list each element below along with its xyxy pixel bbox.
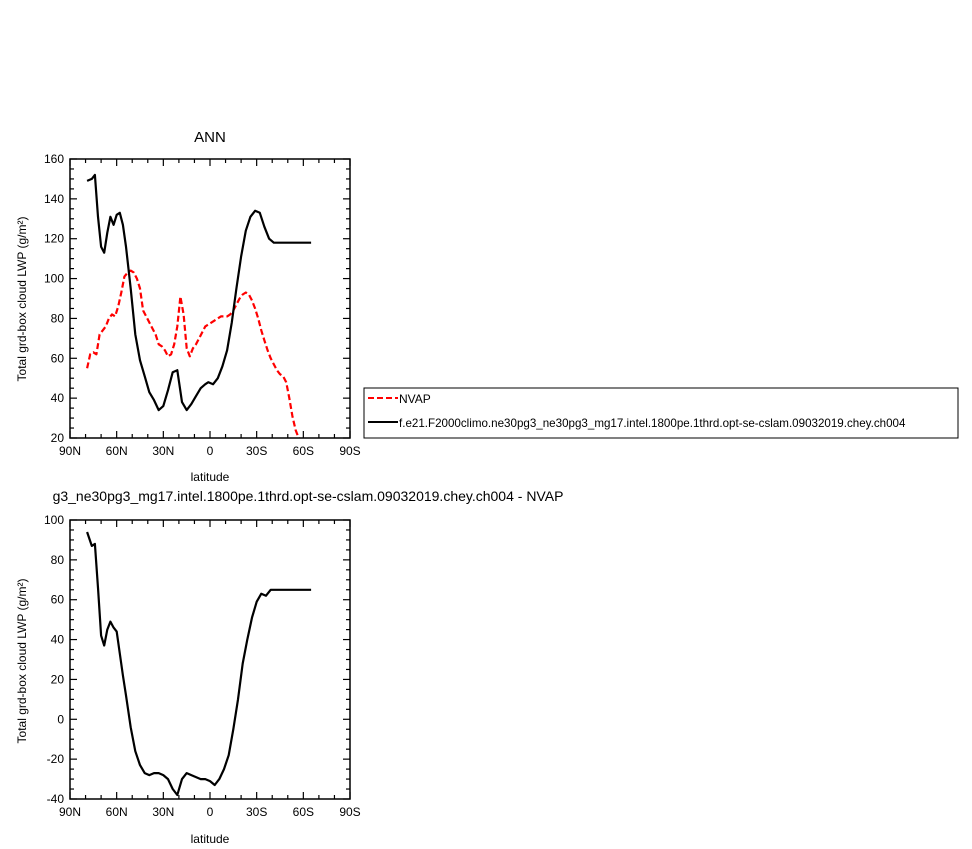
chart-title-top: ANN: [194, 129, 226, 146]
x-tick-label-0-4: 30S: [246, 444, 267, 458]
chart-panel-bottom: g3_ne30pg3_mg17.intel.1800pe.1thrd.opt-s…: [15, 488, 563, 846]
chart-panel-top: ANN Total grd-box cloud LWP (g/m²) latit…: [15, 129, 959, 484]
y-tick-label-0-1: 40: [51, 391, 65, 405]
y-axis-label-top: Total grd-box cloud LWP (g/m²): [15, 217, 29, 382]
x-tick-label-1-1: 60N: [106, 805, 128, 819]
plot-area-bottom: 90N 60N 30N 0 30S 60S 90S -40 -20 0 20 40 60 80 100: [44, 513, 361, 819]
y-tick-label-1-2: 0: [57, 712, 64, 726]
x-tick-label-0-3: 0: [207, 444, 214, 458]
x-tick-label-1-2: 30N: [152, 805, 174, 819]
legend-label-nvap: NVAP: [399, 392, 431, 406]
y-tick-label-0-4: 100: [44, 272, 64, 286]
y-tick-label-1-3: 20: [51, 672, 65, 686]
y-tick-label-0-3: 80: [51, 311, 65, 325]
y-tick-label-0-0: 20: [51, 431, 65, 445]
y-tick-label-1-4: 40: [51, 633, 65, 647]
x-tick-label-0-5: 60S: [293, 444, 314, 458]
plot-frame-1: [69, 519, 351, 800]
x-tick-label-1-4: 30S: [246, 805, 267, 819]
y-tick-label-1-1: -20: [47, 752, 65, 766]
x-tick-label-1-6: 90S: [339, 805, 360, 819]
x-tick-label-0-2: 30N: [152, 444, 174, 458]
x-tick-label-1-0: 90N: [59, 805, 81, 819]
plot-frame-0: [69, 158, 351, 439]
x-tick-label-0-6: 90S: [339, 444, 360, 458]
y-tick-label-0-5: 120: [44, 232, 64, 246]
chart-title-bottom: g3_ne30pg3_mg17.intel.1800pe.1thrd.opt-s…: [53, 488, 564, 504]
y-tick-label-1-0: -40: [47, 792, 65, 806]
x-axis-label-top: latitude: [191, 470, 230, 484]
y-tick-label-1-6: 80: [51, 553, 65, 567]
y-axis-label-bottom-text: Total grd-box cloud LWP (g/m²): [15, 579, 29, 744]
x-tick-label-1-5: 60S: [293, 805, 314, 819]
series-line-0-0: [86, 269, 301, 438]
y-tick-label-0-7: 160: [44, 152, 64, 166]
y-axis-label-top-text: Total grd-box cloud LWP (g/m²): [15, 217, 29, 382]
legend-box: [363, 387, 959, 439]
plot-area-top: 90N 60N 30N 0 30S 60S 90S 20 40 60 80 100 120 140 160: [44, 152, 361, 458]
y-tick-label-1-7: 100: [44, 513, 64, 527]
legend-label-model: f.e21.F2000climo.ne30pg3_ne30pg3_mg17.in…: [399, 417, 906, 430]
y-tick-label-0-6: 140: [44, 192, 64, 206]
y-tick-label-1-5: 60: [51, 593, 65, 607]
y-tick-label-0-2: 60: [51, 351, 65, 365]
series-line-1-0: [86, 531, 312, 797]
x-axis-label-bottom: latitude: [191, 832, 230, 846]
x-tick-label-0-0: 90N: [59, 444, 81, 458]
x-tick-label-0-1: 60N: [106, 444, 128, 458]
x-tick-label-1-3: 0: [207, 805, 214, 819]
series-line-0-1: [86, 173, 312, 412]
legend: NVAP f.e21.F2000climo.ne30pg3_ne30pg3_mg…: [363, 387, 959, 439]
y-axis-label-bottom: Total grd-box cloud LWP (g/m²): [15, 579, 29, 744]
